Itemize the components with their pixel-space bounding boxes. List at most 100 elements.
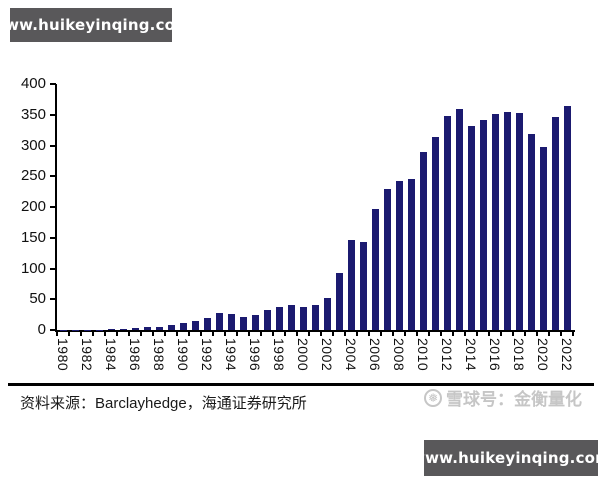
bar-1993: [215, 313, 223, 330]
bar-1999: [287, 305, 295, 330]
bar-1994: [227, 314, 235, 330]
x-tick: [356, 332, 358, 336]
x-tick-label-1998: 1998: [271, 338, 287, 372]
y-tick-400: [50, 83, 56, 85]
x-tick: [536, 332, 538, 336]
x-tick-label-1982: 1982: [79, 338, 95, 372]
bar-2007: [383, 188, 391, 330]
bar-1998: [275, 307, 283, 330]
x-tick-label-2004: 2004: [343, 338, 359, 372]
source-note: 资料来源：Barclayhedge，海通证券研究所: [20, 395, 307, 412]
bar-1996: [251, 315, 259, 330]
footer-divider: [8, 383, 594, 386]
x-tick: [224, 332, 226, 336]
y-tick-300: [50, 144, 56, 147]
bar-2021: [551, 117, 559, 330]
bar-2019: [527, 134, 535, 330]
bar-1987: [143, 327, 151, 330]
y-tick-label-300: 300: [20, 136, 46, 154]
bar-1985: [119, 329, 127, 330]
x-tick: [476, 332, 478, 336]
x-tick: [332, 332, 334, 336]
bar-2020: [539, 146, 547, 330]
x-tick: [548, 332, 550, 336]
y-tick-label-100: 100: [20, 259, 46, 277]
x-tick: [140, 332, 142, 336]
x-tick: [368, 332, 370, 336]
bar-2012: [443, 115, 451, 330]
x-tick-label-2010: 2010: [415, 338, 431, 372]
y-tick-label-250: 250: [20, 167, 46, 185]
bar-2004: [347, 240, 355, 330]
y-tick-250: [50, 175, 56, 178]
top-watermark-banner: www.huikeyinqing.com: [0, 8, 191, 42]
bar-2001: [311, 304, 319, 330]
x-tick: [404, 332, 406, 336]
x-tick-label-2002: 2002: [319, 338, 335, 372]
bar-1986: [131, 328, 139, 330]
x-tick: [236, 332, 238, 336]
x-tick-label-1988: 1988: [151, 338, 167, 372]
x-tick-label-2020: 2020: [535, 338, 551, 372]
x-tick: [260, 332, 262, 336]
x-tick-label-2022: 2022: [559, 338, 575, 372]
x-tick: [200, 332, 202, 336]
bar-1984: [107, 329, 115, 330]
bar-2014: [467, 125, 475, 330]
x-tick: [392, 332, 394, 336]
y-tick-label-350: 350: [20, 105, 46, 123]
y-tick-0: [50, 329, 56, 331]
bar-1991: [191, 321, 199, 330]
top-watermark-url: www.huikeyinqing.com: [0, 16, 191, 34]
x-tick: [488, 332, 490, 336]
x-tick: [296, 332, 298, 336]
x-tick: [524, 332, 526, 336]
x-tick: [452, 332, 454, 336]
bottom-watermark-url: www.huikeyinqing.com: [411, 449, 600, 467]
y-tick-100: [50, 267, 56, 270]
bar-2016: [491, 114, 499, 330]
x-tick: [500, 332, 502, 336]
bar-1995: [239, 317, 247, 330]
y-axis: [55, 84, 57, 332]
y-tick-200: [50, 206, 56, 208]
x-axis: [55, 330, 575, 332]
x-tick: [272, 332, 274, 336]
x-tick: [320, 332, 322, 336]
x-tick-label-2000: 2000: [295, 338, 311, 372]
x-tick-label-1984: 1984: [103, 338, 119, 372]
x-tick: [128, 332, 130, 336]
bar-2015: [479, 119, 487, 330]
y-tick-label-50: 50: [29, 290, 46, 308]
bar-2005: [359, 242, 367, 330]
x-tick-label-2016: 2016: [487, 338, 503, 372]
x-tick: [512, 332, 514, 336]
y-tick-label-200: 200: [20, 198, 46, 215]
bar-2018: [515, 112, 523, 330]
x-tick: [164, 332, 166, 336]
bar-2022: [563, 105, 571, 330]
y-tick-label-400: 400: [20, 75, 46, 92]
x-tick: [416, 332, 418, 336]
x-tick: [152, 332, 154, 336]
x-tick: [344, 332, 346, 336]
bar-1992: [203, 318, 211, 330]
x-tick-label-1990: 1990: [175, 338, 191, 372]
bar-1990: [179, 323, 187, 330]
bar-2003: [335, 273, 343, 330]
bar-2009: [407, 178, 415, 330]
y-tick-label-150: 150: [20, 228, 46, 246]
bar-1988: [155, 326, 163, 330]
x-tick: [560, 332, 562, 336]
x-tick: [212, 332, 214, 336]
bar-2002: [323, 298, 331, 330]
bar-2011: [431, 136, 439, 330]
plot-area: [57, 84, 573, 330]
x-tick-label-2006: 2006: [367, 338, 383, 372]
x-tick: [440, 332, 442, 336]
x-tick: [56, 332, 58, 336]
x-tick-label-1980: 1980: [55, 338, 71, 372]
y-tick-label-0: 0: [37, 321, 46, 338]
x-tick-label-2014: 2014: [463, 338, 479, 372]
